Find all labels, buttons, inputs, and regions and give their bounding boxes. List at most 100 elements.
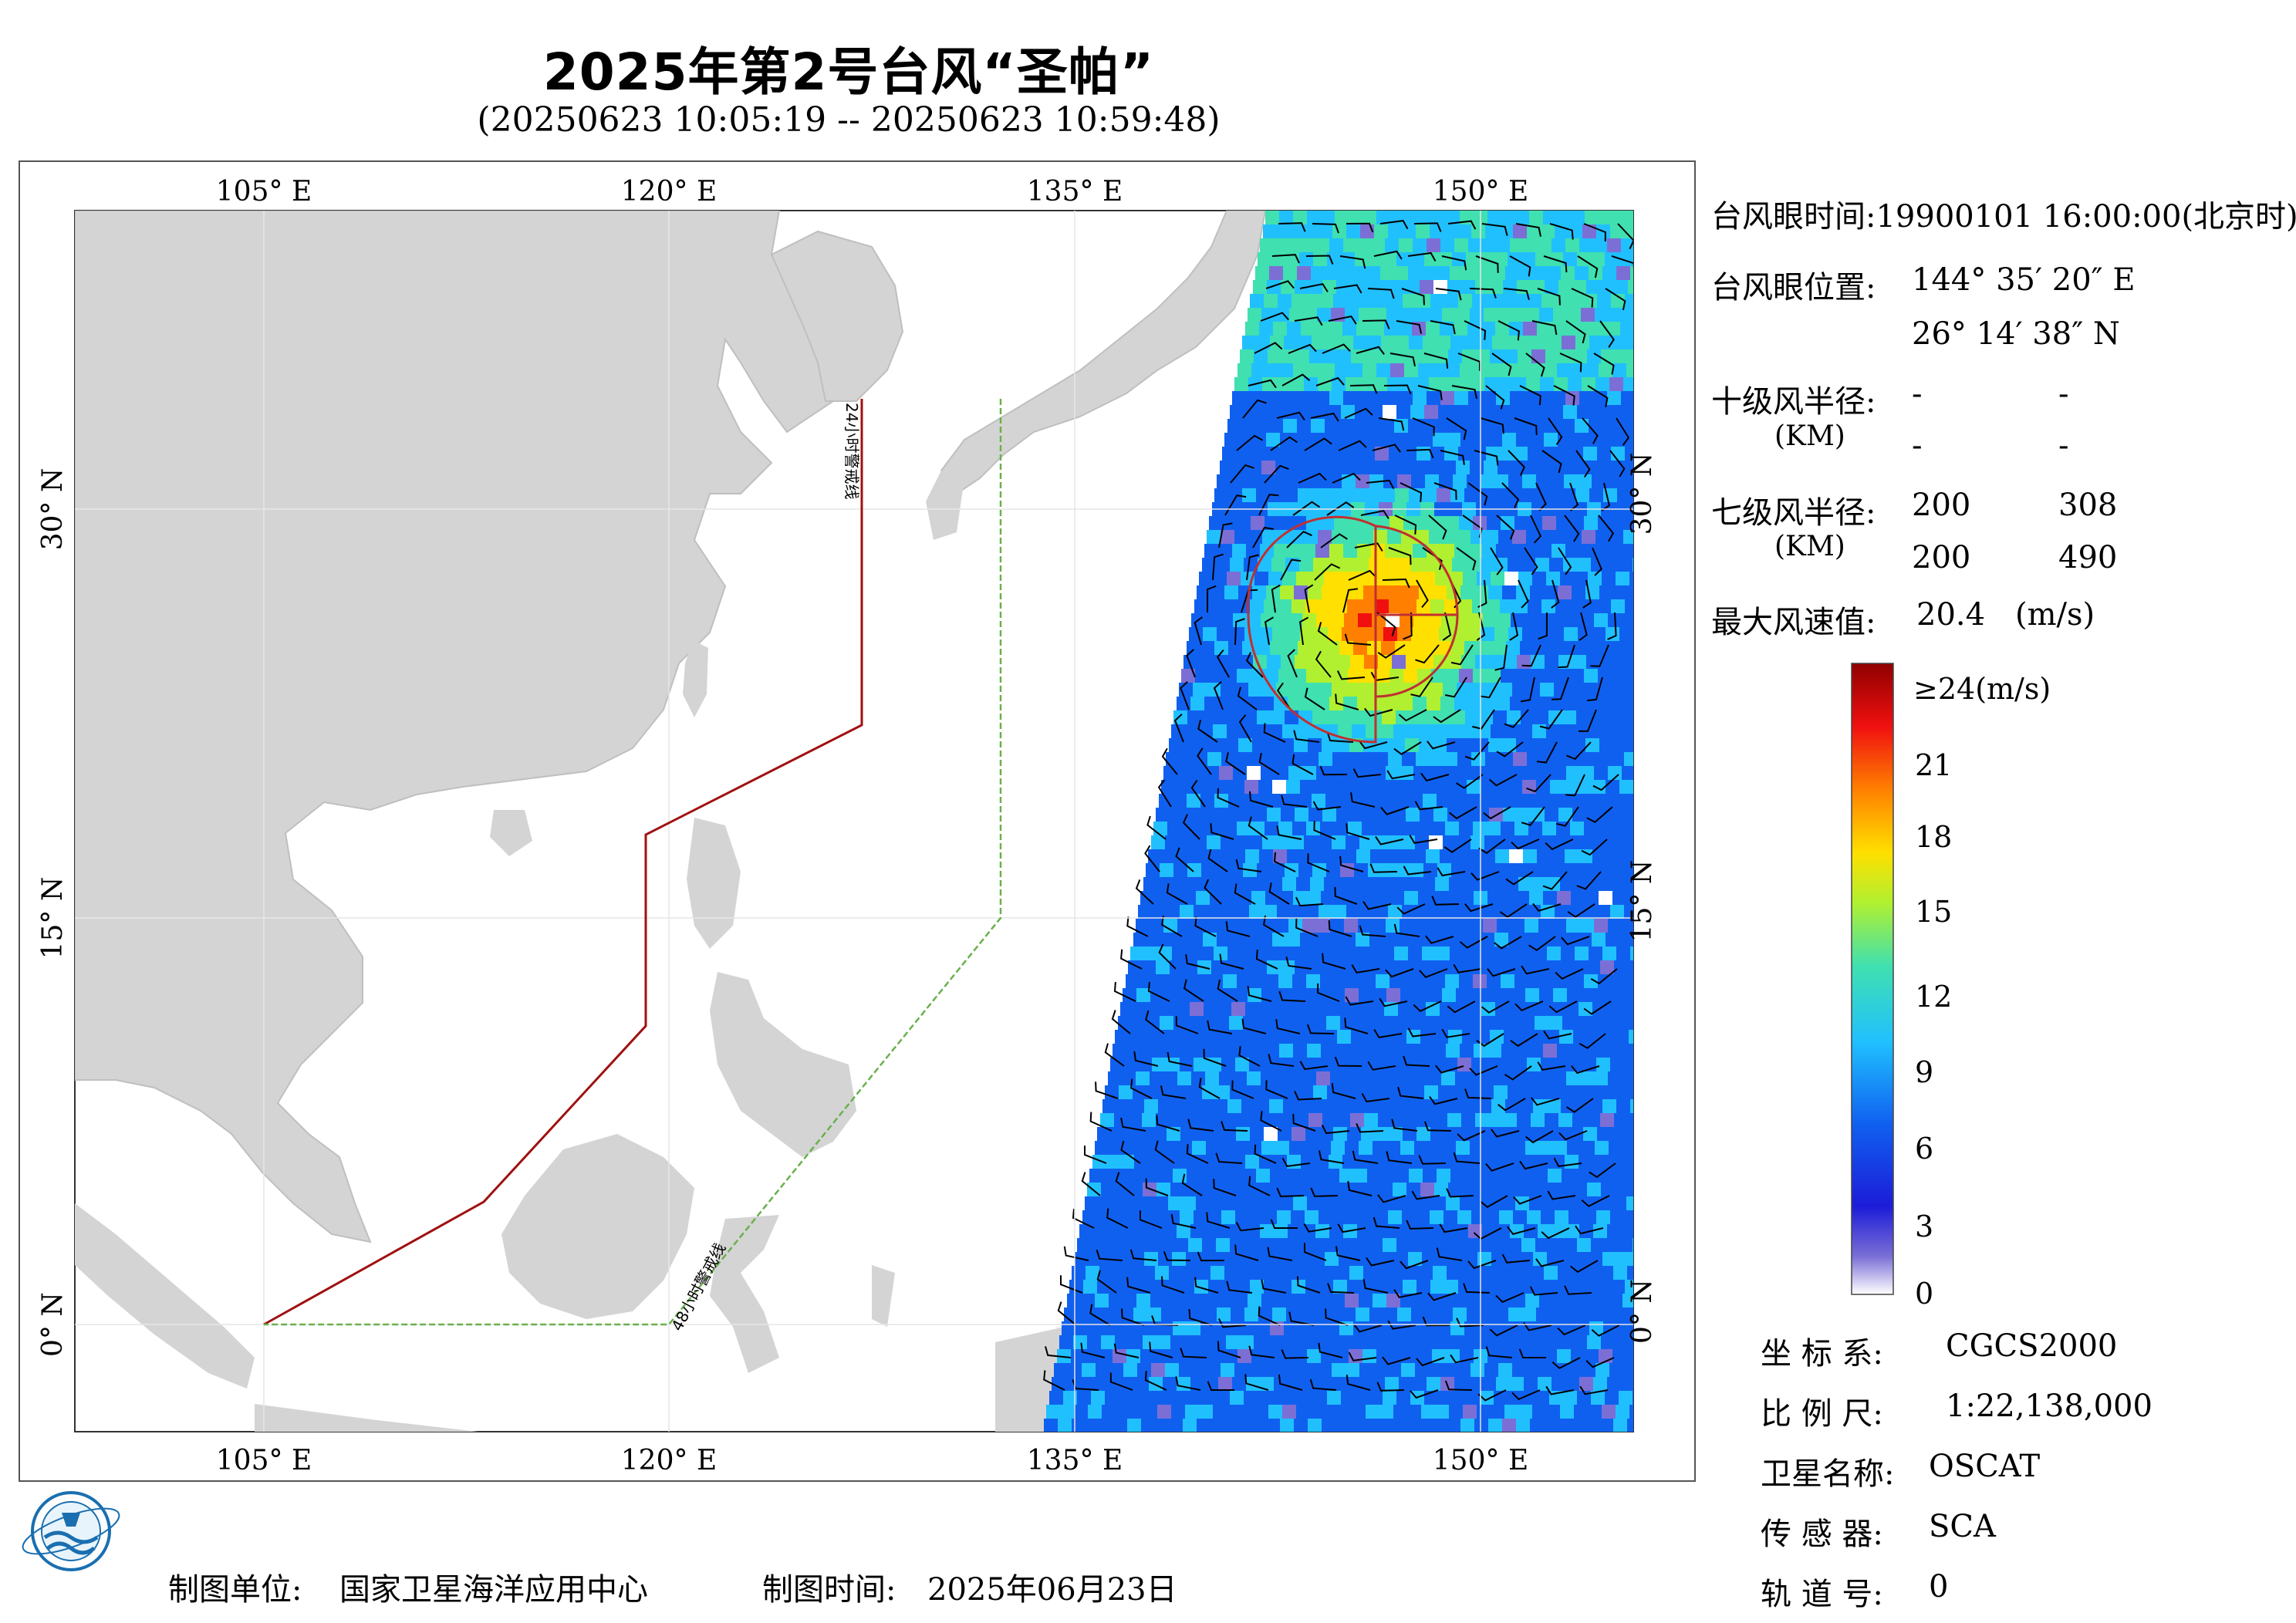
swath-cell	[1620, 322, 1633, 336]
swath-cell	[1556, 669, 1571, 683]
swath-cell	[1345, 308, 1359, 322]
swath-cell	[1404, 891, 1419, 906]
swath-cell	[1209, 516, 1224, 531]
wind-barb	[1258, 494, 1279, 516]
swath-cell	[1513, 905, 1528, 919]
swath-cell	[1597, 294, 1612, 309]
wind-barb	[1377, 1194, 1406, 1203]
swath-cell	[1547, 1252, 1562, 1267]
swath-cell	[1476, 1030, 1491, 1044]
swath-cell	[1359, 1363, 1374, 1378]
swath-cell	[1242, 1169, 1257, 1183]
wind-barb	[1207, 585, 1217, 613]
wind-barb	[1242, 399, 1267, 419]
swath-cell	[1541, 1127, 1556, 1142]
swath-cell	[1596, 1210, 1611, 1225]
swath-cell	[1411, 780, 1426, 795]
swath-cell	[1494, 1308, 1509, 1322]
swath-cell	[1164, 1141, 1179, 1156]
swath-cell	[1561, 266, 1575, 281]
swath-cell	[1346, 1210, 1361, 1225]
wind-barb	[1535, 482, 1547, 511]
swath-cell	[1383, 627, 1398, 642]
swath-cell	[1237, 1196, 1252, 1211]
swath-cell	[1194, 1210, 1208, 1225]
swath-cell	[1332, 224, 1347, 239]
swath-cell	[1362, 891, 1377, 906]
wind-barb	[1555, 806, 1579, 827]
swath-cell	[1371, 697, 1386, 711]
swath-cell	[1141, 1266, 1156, 1281]
swath-cell	[1270, 641, 1285, 656]
swath-cell	[1320, 516, 1335, 531]
swath-cell	[1156, 1183, 1171, 1197]
swath-cell	[1318, 835, 1332, 850]
swath-cell	[1218, 544, 1233, 558]
swath-cell	[1416, 599, 1431, 614]
swath-cell	[1356, 933, 1370, 947]
swath-cell	[1602, 1405, 1616, 1419]
swath-cell	[1402, 1210, 1416, 1225]
swath-cell	[1563, 1085, 1578, 1100]
swath-cell	[1367, 794, 1382, 808]
swath-cell	[1534, 794, 1548, 808]
swath-cell	[1478, 794, 1493, 808]
swath-cell	[1594, 1071, 1609, 1086]
swath-cell	[1427, 1071, 1442, 1086]
swath-cell	[1298, 1169, 1312, 1183]
wind-barb	[1217, 1318, 1247, 1328]
wind-barb	[1156, 1115, 1180, 1132]
swath-cell	[1392, 655, 1406, 670]
swath-cell	[1099, 1419, 1114, 1432]
swath-cell	[1467, 1308, 1481, 1322]
swath-cell	[1393, 1405, 1408, 1419]
swath-cell	[1332, 377, 1346, 392]
swath-cell	[1629, 1335, 1633, 1350]
swath-cell	[1254, 572, 1269, 586]
wind-barb	[1377, 644, 1406, 659]
wind-barb	[1542, 871, 1568, 890]
swath-cell	[1261, 919, 1275, 933]
swath-cell	[1339, 1099, 1353, 1114]
swath-cell	[1547, 1099, 1562, 1114]
swath-cell	[1587, 1335, 1602, 1350]
swath-cell	[1059, 1335, 1074, 1350]
swath-cell	[1312, 1321, 1326, 1336]
swath-cell	[1286, 474, 1301, 489]
swath-cell	[1420, 349, 1435, 364]
swath-cell	[1410, 558, 1425, 572]
sensor-label: 传 感 器:	[1761, 1517, 1883, 1552]
swath-cell	[1511, 766, 1525, 781]
swath-cell	[1548, 488, 1562, 503]
swath-cell	[1254, 877, 1269, 892]
swath-cell	[1287, 322, 1302, 336]
swath-cell	[1460, 433, 1475, 447]
swath-cell	[1375, 1127, 1389, 1142]
swath-cell	[1148, 1002, 1163, 1017]
swath-cell	[1155, 1419, 1170, 1432]
swath-cell	[1373, 683, 1388, 697]
swath-cell	[1234, 1141, 1248, 1156]
swath-cell	[1491, 946, 1506, 961]
swath-cell	[1234, 835, 1249, 850]
swath-cell	[1592, 322, 1607, 336]
swath-cell	[1464, 488, 1479, 503]
swath-cell	[1558, 1266, 1572, 1281]
wind-barb	[1518, 1348, 1546, 1358]
swath-cell	[1414, 461, 1429, 475]
swath-cell	[1185, 877, 1200, 892]
swath-cell	[1405, 585, 1420, 600]
swath-cell	[1386, 461, 1401, 475]
swath-cell	[1603, 1321, 1618, 1336]
swath-cell	[1182, 1196, 1197, 1211]
wind-barb	[1194, 916, 1217, 937]
swath-cell	[1430, 905, 1444, 919]
swath-cell	[1441, 919, 1456, 933]
wind-barb	[1419, 968, 1448, 978]
swath-cell	[1612, 516, 1626, 531]
swath-cell	[1184, 1335, 1199, 1350]
swath-cell	[1595, 461, 1609, 475]
swath-cell	[1239, 808, 1254, 822]
swath-cell	[1410, 863, 1424, 878]
swath-cell	[1369, 1238, 1383, 1253]
